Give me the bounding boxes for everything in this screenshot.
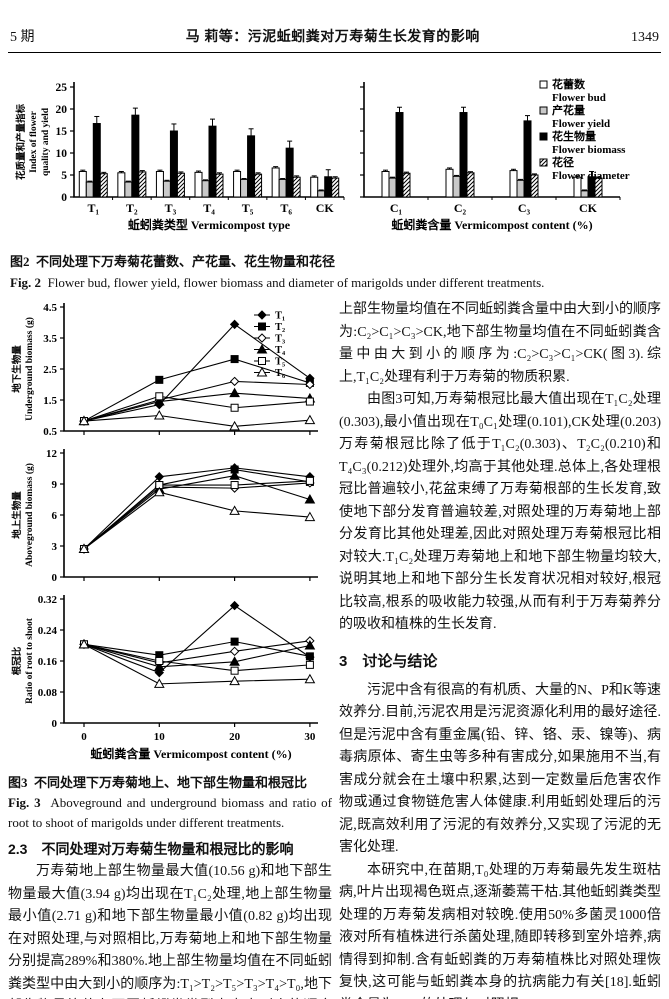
fig3-caption-en: Fig. 3 Aboveground and underground bioma… (8, 795, 333, 830)
svg-text:T₃: T₃ (275, 334, 285, 345)
svg-text:0.08: 0.08 (38, 687, 58, 699)
svg-text:蚯蚓粪类型 Vermicompost type: 蚯蚓粪类型 Vermicompost type (128, 217, 291, 232)
svg-text:Aboveground biomass (g): Aboveground biomass (g) (24, 463, 35, 567)
issue-label: 5 期 (10, 30, 35, 45)
svg-text:C₂: C₂ (454, 201, 467, 215)
svg-text:地下生物量: 地下生物量 (11, 345, 23, 393)
svg-text:25: 25 (56, 82, 68, 94)
svg-text:C₁: C₁ (390, 201, 403, 215)
svg-text:0.24: 0.24 (38, 625, 58, 637)
svg-text:3: 3 (52, 541, 58, 553)
svg-text:Ratio of root to shoot: Ratio of root to shoot (25, 617, 35, 704)
fig3-caption: 图3 不同处理下万寿菊地上、地下部生物量和根冠比 Fig. 3 Abovegro… (8, 773, 332, 833)
svg-text:T₄: T₄ (275, 345, 286, 356)
svg-text:CK: CK (316, 201, 335, 215)
svg-text:T₂: T₂ (126, 201, 138, 215)
paragraph: 污泥中含有很高的有机质、大量的N、P和K等速效养分.目前,污泥农用是污泥资源化利… (339, 682, 662, 856)
svg-text:30: 30 (304, 731, 316, 743)
left-column-text: 2.3 不同处理对万寿菊生物量和根冠比的影响万寿菊地上部生物量最大值(10.56… (8, 839, 332, 999)
section-heading: 3 讨论与结论 (339, 652, 438, 670)
svg-text:0.5: 0.5 (43, 426, 57, 438)
fig3-underground-chart: 0.5 1.5 2.5 3.5 4.5 地下生物量 Underground biomass … (11, 302, 318, 438)
svg-text:Flower diameter: Flower diameter (552, 170, 630, 182)
running-title: 马 莉等：污泥蚯蚓粪对万寿菊生长发育的影响 (185, 30, 480, 45)
fig2-left-chart: 0 5 10 15 20 25 T₁ T₂ T₃ T₄ T₅ T₆ CK 蚯蚓粪类型 Vermicompo… (15, 82, 345, 232)
svg-text:quality and yield: quality and yield (41, 107, 51, 176)
svg-text:蚯蚓粪含量 Vermicompost content (%): 蚯蚓粪含量 Vermicompost content (%) (90, 746, 291, 761)
svg-text:T₅: T₅ (242, 201, 254, 215)
svg-text:花径: 花径 (552, 155, 574, 169)
svg-text:0: 0 (61, 192, 67, 204)
svg-text:1.5: 1.5 (43, 395, 57, 407)
page-number: 1349 (631, 30, 659, 45)
subsection-heading: 2.3 不同处理对万寿菊生物量和根冠比的影响 (8, 841, 294, 857)
svg-text:产花量: 产花量 (552, 103, 585, 117)
svg-text:Flower biomass: Flower biomass (552, 144, 626, 156)
svg-text:0: 0 (81, 731, 87, 743)
svg-text:0: 0 (52, 572, 58, 584)
svg-text:T₄: T₄ (203, 201, 215, 215)
svg-text:C₃: C₃ (518, 201, 531, 215)
svg-text:10: 10 (154, 731, 166, 743)
svg-text:T₆: T₆ (275, 368, 285, 379)
svg-text:5: 5 (61, 170, 67, 182)
svg-text:6: 6 (52, 510, 58, 522)
fig3-ratio-chart: 0 0.08 0.16 0.24 0.32 0 10 20 30 蚯蚓粪含量 Vermicompo… (11, 594, 318, 761)
fig2-right-chart: C₁ C₂ C₃ CK 蚯蚓粪含量 Vermicompost content (%) 花蕾… (360, 77, 630, 232)
figure-3: 0.5 1.5 2.5 3.5 4.5 地下生物量 Underground biomass … (8, 299, 332, 767)
svg-text:10: 10 (56, 148, 68, 160)
svg-text:9: 9 (52, 479, 58, 491)
fig3-caption-zh: 图3 不同处理下万寿菊地上、地下部生物量和根冠比 (8, 775, 308, 790)
fig2-caption-zh: 图2 不同处理下万寿菊花蕾数、产花量、花生物量和花径 (10, 254, 336, 269)
svg-text:0: 0 (52, 718, 58, 730)
svg-text:花蕾数: 花蕾数 (552, 77, 586, 91)
svg-text:12: 12 (46, 448, 58, 460)
svg-text:2.5: 2.5 (43, 364, 57, 376)
svg-text:地上生物量: 地上生物量 (11, 491, 23, 539)
svg-text:Underground biomass (g): Underground biomass (g) (24, 317, 35, 421)
paragraph: 万寿菊地上部生物量最大值(10.56 g)和地下部生物量最大值(3.94 g)均… (8, 864, 332, 992)
paragraph: 上部生物量均值在不同蚯蚓粪含量中由大到小的顺序为:C₂>C₁>C₃>CK,地下部… (339, 302, 661, 385)
svg-text:T₅: T₅ (275, 357, 285, 368)
svg-text:T₆: T₆ (280, 201, 292, 215)
svg-text:3.5: 3.5 (43, 333, 57, 345)
svg-text:20: 20 (56, 104, 68, 116)
fig3-aboveground-chart: 0 3 6 9 12 地上生物量 Aboveground biomass (g) (11, 448, 318, 584)
paragraph: 本研究中,在苗期,T₀处理的万寿菊最先发生斑枯病,叶片出现褐色斑点,逐渐萎蔫干枯… (339, 862, 661, 999)
svg-text:根冠比: 根冠比 (11, 646, 23, 675)
svg-text:T₂: T₂ (275, 322, 285, 333)
svg-text:花生物量: 花生物量 (552, 129, 596, 143)
figure-2: 0 5 10 15 20 25 T₁ T₂ T₃ T₄ T₅ T₆ CK 蚯蚓粪类型 Vermicompo… (14, 77, 661, 241)
svg-text:蚯蚓粪含量 Vermicompost content (%): 蚯蚓粪含量 Vermicompost content (%) (391, 217, 592, 232)
two-column-body: 0.5 1.5 2.5 3.5 4.5 地下生物量 Underground biomass … (8, 299, 661, 999)
paragraph: 由图3可知,万寿菊根冠比最大值出现在T₁C₂处理(0.303),最小值出现在T₀… (339, 392, 661, 632)
page-header: 5 期 马 莉等：污泥蚯蚓粪对万寿菊生长发育的影响 1349 (8, 0, 661, 53)
svg-text:T₁: T₁ (87, 201, 99, 215)
svg-text:0.16: 0.16 (38, 656, 58, 668)
left-column: 0.5 1.5 2.5 3.5 4.5 地下生物量 Underground biomass … (8, 299, 332, 999)
svg-text:T₁: T₁ (275, 311, 285, 322)
svg-text:Index of flower: Index of flower (29, 110, 39, 173)
svg-text:4.5: 4.5 (43, 302, 57, 314)
svg-text:Flower yield: Flower yield (552, 118, 610, 130)
svg-text:CK: CK (579, 201, 598, 215)
fig2-caption-en: Fig. 2 Flower bud, flower yield, flower … (10, 275, 545, 290)
right-column: 上部生物量均值在不同蚯蚓粪含量中由大到小的顺序为:C₂>C₁>C₃>CK,地下部… (339, 299, 661, 999)
svg-text:T₃: T₃ (165, 201, 177, 215)
svg-text:Flower bud: Flower bud (552, 92, 606, 104)
svg-text:花质量和产量指标: 花质量和产量指标 (15, 104, 27, 181)
svg-text:15: 15 (56, 126, 68, 138)
fig2-caption: 图2 不同处理下万寿菊花蕾数、产花量、花生物量和花径 Fig. 2 Flower… (10, 251, 661, 293)
svg-text:20: 20 (229, 731, 241, 743)
svg-text:0.32: 0.32 (38, 594, 58, 606)
